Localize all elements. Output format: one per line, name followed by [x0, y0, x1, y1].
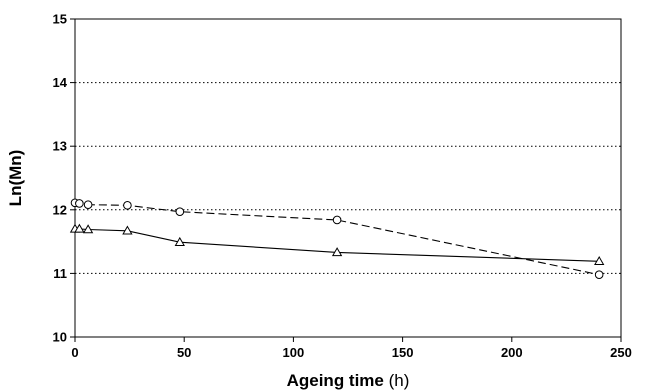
data-point-triangle — [82, 224, 94, 234]
data-point-triangle — [122, 225, 133, 235]
y-axis-title: Ln(Mn) — [6, 150, 25, 207]
y-tick-label: 12 — [53, 202, 67, 217]
x-tick-label: 50 — [177, 345, 191, 360]
x-tick-label: 0 — [71, 345, 78, 360]
y-tick-label: 14 — [53, 75, 68, 90]
data-point-circle — [123, 201, 132, 210]
data-point-triangle — [594, 255, 605, 265]
x-axis-title-text: Ageing time — [287, 371, 384, 390]
gridlines — [75, 82, 621, 274]
data-point-triangle — [331, 247, 343, 257]
x-tick-label: 100 — [283, 345, 305, 360]
data-point-triangle — [74, 223, 85, 233]
plot-area — [74, 18, 622, 338]
axis-ticks — [70, 18, 622, 342]
x-tick-label: 200 — [501, 345, 523, 360]
data-point-triangle — [174, 236, 185, 246]
x-axis-title: Ageing time (h) — [287, 371, 410, 390]
data-point-circle — [83, 200, 93, 210]
series-layer — [69, 198, 605, 279]
y-tick-label: 15 — [53, 12, 67, 27]
data-point-circle — [175, 207, 185, 217]
y-tick-label: 11 — [53, 266, 67, 281]
y-tick-label: 10 — [53, 330, 67, 345]
x-tick-label: 150 — [392, 345, 414, 360]
x-axis-unit: (h) — [389, 371, 410, 390]
data-point-circle — [594, 270, 604, 279]
data-point-circle — [332, 215, 342, 225]
data-point-circle — [75, 199, 84, 208]
y-tick-label: 13 — [53, 139, 67, 154]
x-tick-label: 250 — [610, 345, 632, 360]
